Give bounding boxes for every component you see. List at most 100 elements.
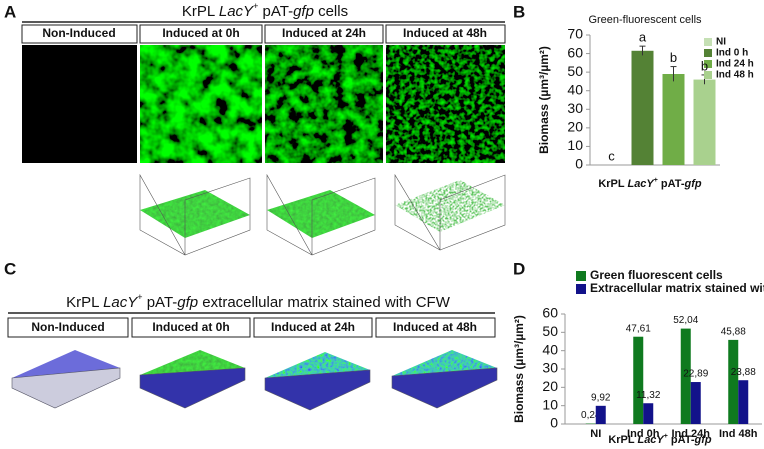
surface xyxy=(140,190,250,238)
surface xyxy=(395,180,505,232)
y-axis-title: Biomass (µm³/µm²) xyxy=(537,46,551,154)
title-part: gfp xyxy=(684,178,702,190)
panel-label: C xyxy=(4,259,16,278)
header-box xyxy=(264,24,384,44)
title-part: LacY xyxy=(637,434,665,446)
legend-swatch xyxy=(704,60,712,68)
header-box xyxy=(375,317,496,338)
data-label: 52,04 xyxy=(673,315,698,326)
title-part: pAT- xyxy=(668,434,695,446)
micrograph xyxy=(386,45,505,163)
panel-label: D xyxy=(513,259,525,278)
title-part: pAT- xyxy=(143,294,178,311)
frame xyxy=(11,367,121,409)
header-box xyxy=(253,317,373,338)
significance-letter: a xyxy=(639,30,647,45)
panel-label: A xyxy=(4,2,16,21)
title-part: + xyxy=(654,177,658,184)
micrograph xyxy=(265,45,383,163)
y-tick-label: 70 xyxy=(567,26,583,42)
bar xyxy=(595,405,606,424)
legend-label: Green fluorescent cells xyxy=(590,268,723,282)
title-part: pAT- xyxy=(258,3,293,20)
header-box xyxy=(21,24,138,44)
header: Non-Induced xyxy=(31,320,104,334)
frame xyxy=(139,173,251,256)
header: Induced at 0h xyxy=(162,26,239,40)
y-tick-label: 40 xyxy=(567,81,583,97)
data-label: 22,89 xyxy=(683,369,708,380)
y-tick-label: 20 xyxy=(567,119,583,135)
y-tick-label: 30 xyxy=(542,360,558,376)
header: Induced at 0h xyxy=(152,320,229,334)
frame xyxy=(266,173,376,256)
title-part: extracellular matrix stained with CFW xyxy=(198,294,451,311)
title-part: LacY xyxy=(627,178,655,190)
header-box xyxy=(385,24,506,44)
title-part: + xyxy=(664,433,668,440)
y-tick-label: 50 xyxy=(542,323,558,339)
header: Induced at 24h xyxy=(282,26,366,40)
frame xyxy=(139,367,246,409)
header: Induced at 24h xyxy=(271,320,355,334)
legend-swatch xyxy=(704,38,712,46)
y-tick-label: 60 xyxy=(542,305,558,321)
data-label: 0,24 xyxy=(581,410,601,421)
x-axis-title: KrPL LacY+ pAT-gfp xyxy=(608,433,712,446)
legend-swatch xyxy=(704,49,712,57)
header: Non-Induced xyxy=(42,26,115,40)
significance-letter: c xyxy=(608,148,615,163)
bar xyxy=(728,339,739,424)
legend-label: Ind 0 h xyxy=(716,48,748,59)
legend-label: Ind 48 h xyxy=(716,70,754,81)
bar xyxy=(662,74,685,165)
bar xyxy=(690,382,701,424)
render-3d xyxy=(139,173,506,256)
x-tick-label: Ind 0h xyxy=(627,428,660,440)
legend-swatch xyxy=(576,284,586,294)
y-tick-label: 30 xyxy=(567,100,583,116)
data-label: 9,92 xyxy=(591,392,611,403)
micrograph xyxy=(140,45,262,163)
legend-swatch xyxy=(576,271,586,281)
header-box xyxy=(7,317,129,338)
title-part: pAT- xyxy=(658,178,685,190)
title-part: gfp xyxy=(293,3,314,20)
title-part: + xyxy=(253,1,258,11)
significance-letter: b xyxy=(701,58,708,73)
header-box xyxy=(139,24,263,44)
header: Induced at 48h xyxy=(393,320,477,334)
title-part: KrPL xyxy=(598,178,627,190)
y-tick-label: 10 xyxy=(567,137,583,153)
title-part: gfp xyxy=(177,294,198,311)
header-box xyxy=(131,317,251,338)
bar xyxy=(680,328,691,424)
frame xyxy=(264,369,371,411)
chart-title: Green-fluorescent cells xyxy=(588,14,702,26)
data-label: 45,88 xyxy=(721,327,746,338)
y-tick-label: 50 xyxy=(567,63,583,79)
y-tick-label: 0 xyxy=(575,156,583,172)
panel-title: KrPL LacY+ pAT-gfp extracellular matrix … xyxy=(66,292,451,311)
title-part: gfp xyxy=(694,434,712,446)
y-tick-label: 40 xyxy=(542,341,558,357)
x-tick-label: Ind 48h xyxy=(719,428,758,440)
title-part: KrPL xyxy=(608,434,637,446)
bar xyxy=(643,403,654,424)
y-tick-label: 0 xyxy=(550,415,558,431)
x-tick-label: NI xyxy=(590,428,601,440)
bar xyxy=(738,380,749,424)
title-part: + xyxy=(137,292,142,302)
y-tick-label: 60 xyxy=(567,44,583,60)
frame xyxy=(391,367,498,409)
title-part: KrPL xyxy=(182,3,219,20)
legend-label: Ind 24 h xyxy=(716,59,754,70)
y-tick-label: 20 xyxy=(542,378,558,394)
legend-label: Extracellular matrix stained with CFW xyxy=(590,281,764,295)
bar xyxy=(693,79,716,165)
title-part: cells xyxy=(314,3,348,20)
legend-label: NI xyxy=(716,37,726,48)
title-part: LacY xyxy=(103,294,138,311)
micrograph xyxy=(22,45,137,163)
